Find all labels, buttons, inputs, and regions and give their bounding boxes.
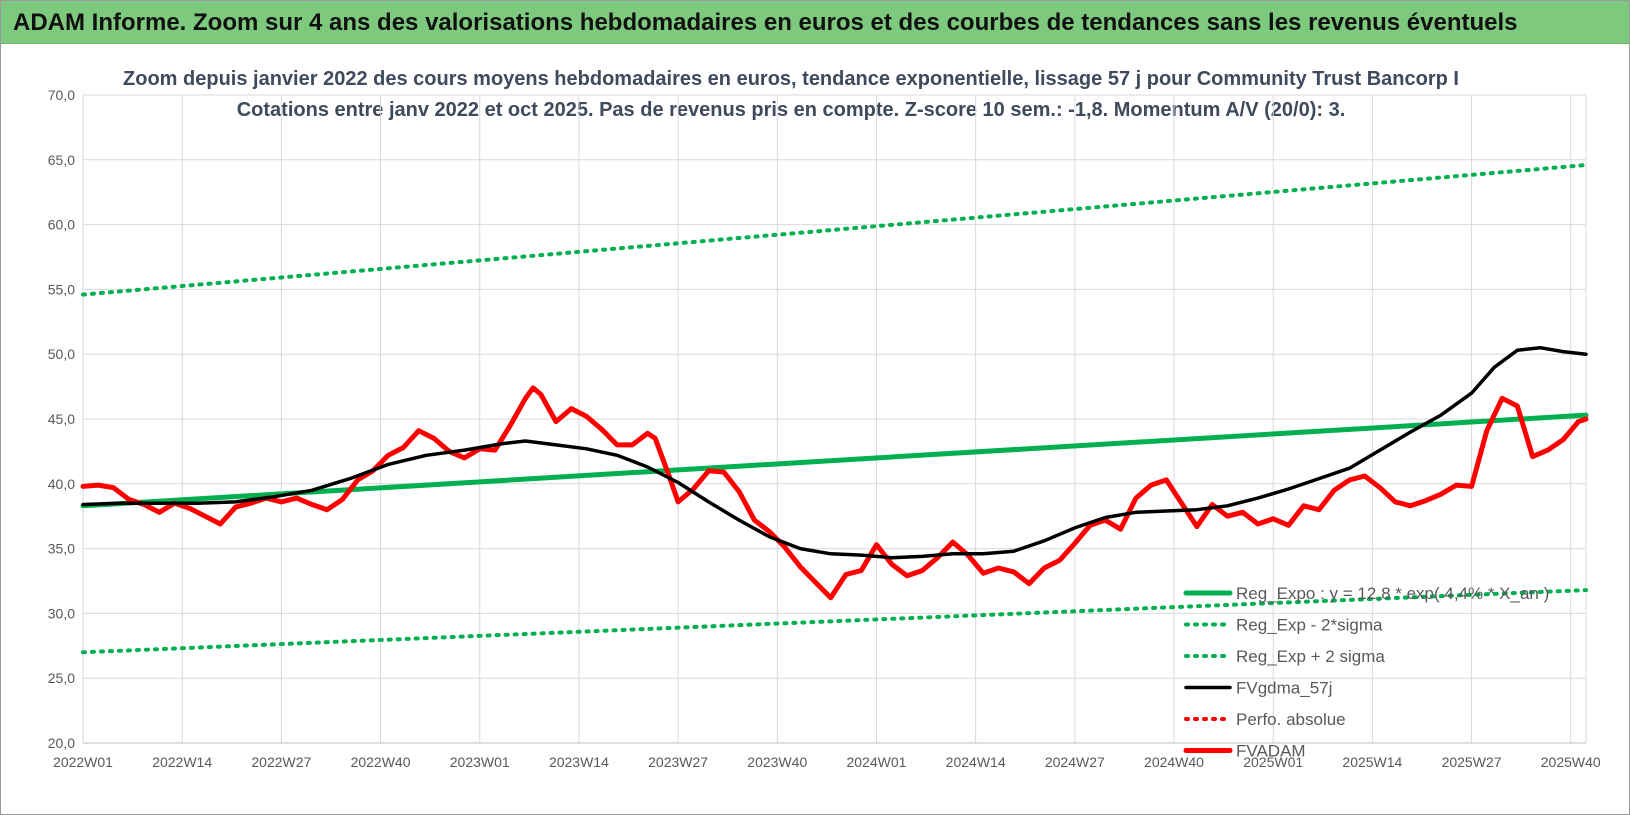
legend-label: Reg_Exp - 2*sigma [1236, 616, 1383, 635]
legend-label: Reg_Exp + 2 sigma [1236, 647, 1385, 666]
y-tick-label: 50,0 [48, 346, 75, 362]
x-tick-label: 2025W40 [1541, 754, 1601, 770]
legend-label: FVADAM [1236, 742, 1306, 761]
series-layer [80, 163, 1589, 655]
x-tick-label: 2022W01 [53, 754, 113, 770]
legend: Reg_Expo : y = 12,8 * exp( 4,4% * X_an )… [1183, 584, 1549, 761]
x-tick-label: 2023W01 [450, 754, 510, 770]
x-tick-label: 2023W14 [549, 754, 609, 770]
y-tick-label: 20,0 [48, 735, 75, 751]
series-line [80, 412, 1589, 509]
y-tick-label: 55,0 [48, 281, 75, 297]
y-tick-label: 30,0 [48, 605, 75, 621]
x-tick-label: 2024W27 [1045, 754, 1105, 770]
x-tick-label: 2024W01 [846, 754, 906, 770]
y-tick-label: 65,0 [48, 152, 75, 168]
line-chart: Zoom depuis janvier 2022 des cours moyen… [48, 68, 1601, 770]
x-tick-label: 2022W14 [152, 754, 212, 770]
x-tick-label: 2023W27 [648, 754, 708, 770]
y-tick-label: 40,0 [48, 476, 75, 492]
x-tick-label: 2024W40 [1144, 754, 1204, 770]
y-tick-label: 35,0 [48, 541, 75, 557]
x-tick-label: 2025W27 [1442, 754, 1502, 770]
chart-title: Zoom depuis janvier 2022 des cours moyen… [123, 68, 1459, 90]
x-tick-label: 2025W01 [1243, 754, 1303, 770]
x-tick-label: 2024W14 [946, 754, 1006, 770]
y-tick-label: 70,0 [48, 87, 75, 103]
series-line [81, 345, 1588, 560]
axes: 70,0 65,0 60,0 55,0 50,0 45,0 40,0 35,0 30,0 25,0… [48, 87, 1601, 770]
y-tick-label: 60,0 [48, 217, 75, 233]
chart-subtitle: Cotations entre janv 2022 et oct 2025. P… [237, 99, 1346, 121]
x-tick-label: 2022W27 [251, 754, 311, 770]
series-line [81, 588, 1588, 655]
report-banner: ADAM Informe. Zoom sur 4 ans des valoris… [1, 1, 1629, 44]
x-tick-label: 2022W40 [351, 754, 411, 770]
legend-label: FVgdma_57j [1236, 679, 1332, 698]
x-tick-label: 2023W40 [747, 754, 807, 770]
report-title: ADAM Informe. Zoom sur 4 ans des valoris… [13, 9, 1518, 36]
series-line [81, 163, 1588, 297]
series-line [80, 385, 1589, 601]
x-tick-label: 2025W14 [1342, 754, 1402, 770]
grid [82, 94, 1587, 744]
y-tick-label: 25,0 [48, 670, 75, 686]
legend-label: Reg_Expo : y = 12,8 * exp( 4,4% * X_an ) [1236, 584, 1549, 603]
legend-label: Perfo. absolue [1236, 710, 1346, 729]
y-tick-label: 45,0 [48, 411, 75, 427]
